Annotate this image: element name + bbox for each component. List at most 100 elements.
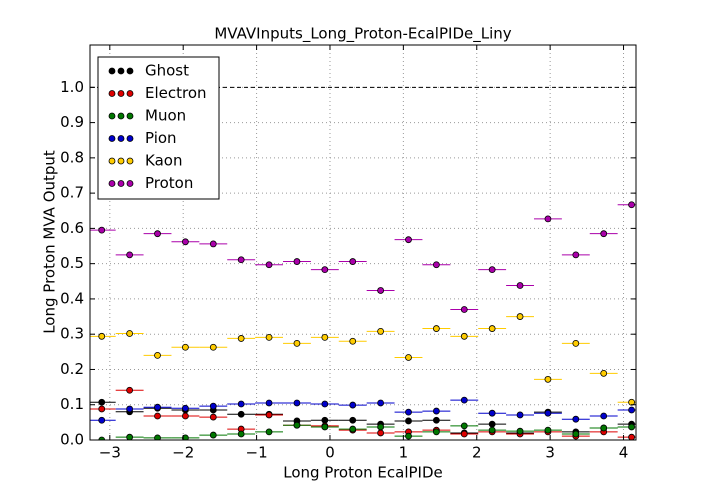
- data-point: [488, 325, 496, 332]
- data-point: [209, 240, 217, 248]
- legend-marker: [126, 157, 134, 165]
- data-point: [349, 425, 357, 433]
- data-point: [544, 409, 552, 417]
- data-point: [349, 337, 357, 345]
- data-point: [209, 343, 217, 351]
- y-tick-label: 0.8: [60, 148, 84, 166]
- data-point: [405, 236, 412, 244]
- data-point: [126, 405, 134, 413]
- data-point: [126, 251, 134, 259]
- data-point: [154, 434, 161, 440]
- data-point: [237, 256, 245, 264]
- data-point: [237, 430, 245, 438]
- data-point: [460, 396, 468, 404]
- legend-marker: [126, 112, 134, 120]
- data-point: [265, 333, 273, 341]
- data-point: [377, 423, 385, 431]
- data-point: [98, 416, 106, 424]
- legend-marker: [108, 135, 116, 142]
- data-point: [293, 258, 301, 265]
- x-tick-label: 3: [545, 444, 555, 462]
- legend-marker: [117, 112, 125, 120]
- legend-label: Ghost: [145, 62, 189, 80]
- legend-marker: [108, 157, 116, 165]
- data-point: [460, 332, 468, 340]
- data-point: [488, 266, 496, 274]
- data-point: [126, 433, 134, 440]
- data-point: [98, 332, 106, 340]
- legend-marker: [117, 135, 125, 142]
- legend-marker: [117, 90, 125, 97]
- x-tick-label: −3: [99, 444, 121, 462]
- x-axis-label: Long Proton EcalPIDe: [283, 464, 443, 482]
- data-point: [628, 433, 635, 440]
- legend-label: Kaon: [145, 152, 182, 170]
- data-point: [321, 266, 329, 274]
- data-point: [154, 412, 161, 420]
- data-point: [265, 261, 273, 269]
- data-point: [628, 406, 635, 414]
- y-tick-label: 0.0: [60, 431, 84, 449]
- data-point: [572, 415, 580, 423]
- data-point: [182, 404, 189, 412]
- legend-marker: [117, 180, 125, 187]
- legend: Ghost Electron Muon Pion Kaon Proton: [97, 56, 220, 200]
- legend-marker: [126, 67, 134, 75]
- data-point: [572, 339, 580, 347]
- data-point: [349, 258, 357, 265]
- data-point: [98, 405, 106, 413]
- data-point: [405, 408, 412, 416]
- legend-label: Electron: [145, 84, 207, 102]
- data-point: [209, 431, 217, 439]
- legend-marker: [126, 135, 134, 142]
- data-point: [349, 416, 357, 424]
- data-point: [126, 386, 134, 394]
- data-point: [182, 238, 189, 246]
- data-point: [321, 333, 329, 341]
- data-point: [432, 428, 440, 436]
- data-point: [265, 399, 273, 407]
- data-point: [182, 343, 189, 351]
- data-point: [488, 409, 496, 417]
- data-point: [600, 412, 608, 420]
- data-point: [628, 423, 635, 431]
- legend-label: Proton: [145, 174, 193, 192]
- data-point: [628, 398, 635, 406]
- data-point: [405, 354, 412, 361]
- data-point: [432, 261, 440, 269]
- data-point: [321, 423, 329, 431]
- data-point: [516, 411, 524, 419]
- data-point: [572, 251, 580, 259]
- data-point: [544, 215, 552, 223]
- data-point: [600, 369, 608, 377]
- data-point: [405, 432, 412, 440]
- legend-marker: [108, 180, 116, 187]
- data-point: [600, 424, 608, 432]
- x-tick-label: 1: [399, 444, 409, 462]
- x-tick-label: 2: [472, 444, 482, 462]
- legend-frame: [97, 56, 220, 200]
- plot-frame: [89, 44, 637, 441]
- data-point: [377, 429, 385, 437]
- y-tick-label: 0.7: [60, 184, 84, 202]
- data-point: [321, 400, 329, 408]
- data-point: [293, 339, 301, 347]
- legend-label: Muon: [145, 107, 186, 125]
- legend-marker: [108, 90, 116, 97]
- y-tick-label: 0.5: [60, 254, 84, 272]
- data-point: [488, 426, 496, 434]
- x-tick-label: 4: [619, 444, 629, 462]
- data-point: [321, 416, 329, 424]
- data-point: [126, 330, 134, 337]
- data-point: [460, 422, 468, 430]
- legend-label: Pion: [145, 129, 177, 147]
- y-tick-label: 0.4: [60, 289, 84, 307]
- y-tick-label: 0.6: [60, 219, 84, 237]
- y-tick-label: 0.2: [60, 360, 84, 378]
- data-point: [460, 306, 468, 313]
- x-tick-label: −1: [246, 444, 268, 462]
- data-point: [265, 428, 273, 436]
- plot-area: [90, 45, 636, 440]
- data-point: [516, 282, 524, 289]
- data-point: [516, 427, 524, 435]
